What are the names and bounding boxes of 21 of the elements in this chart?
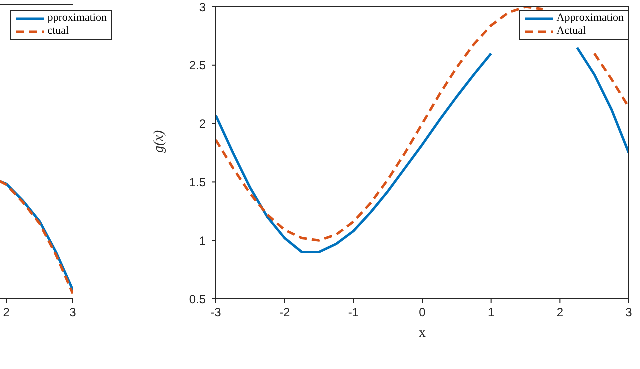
y-tick-label: 1	[199, 234, 206, 248]
y-tick-label: 3	[199, 0, 206, 14]
x-tick-label: -2	[279, 306, 290, 320]
y-tick-label: 2	[199, 117, 206, 132]
x-axis-title: x	[419, 326, 426, 341]
y-tick-label: 1.5	[189, 175, 206, 190]
x-tick-label: 0	[419, 306, 426, 320]
x-tick-label: 1	[488, 306, 495, 320]
legend-label: ctual	[48, 25, 70, 38]
x-tick-label: 3	[626, 306, 633, 320]
legend-label: Actual	[556, 25, 586, 38]
x-tick-label: 3	[70, 306, 77, 320]
x-tick-label: -3	[210, 306, 222, 320]
y-tick-label: 0.5	[189, 292, 206, 306]
legend-label: pproximation	[48, 12, 107, 25]
legend-label: Approximation	[556, 12, 624, 25]
y-axis-title: g(x)	[152, 130, 167, 153]
x-tick-label: 2	[556, 306, 564, 320]
y-tick-label: 2.5	[189, 58, 206, 73]
x-tick-label: -1	[348, 306, 360, 320]
x-tick-label: 2	[3, 306, 10, 320]
